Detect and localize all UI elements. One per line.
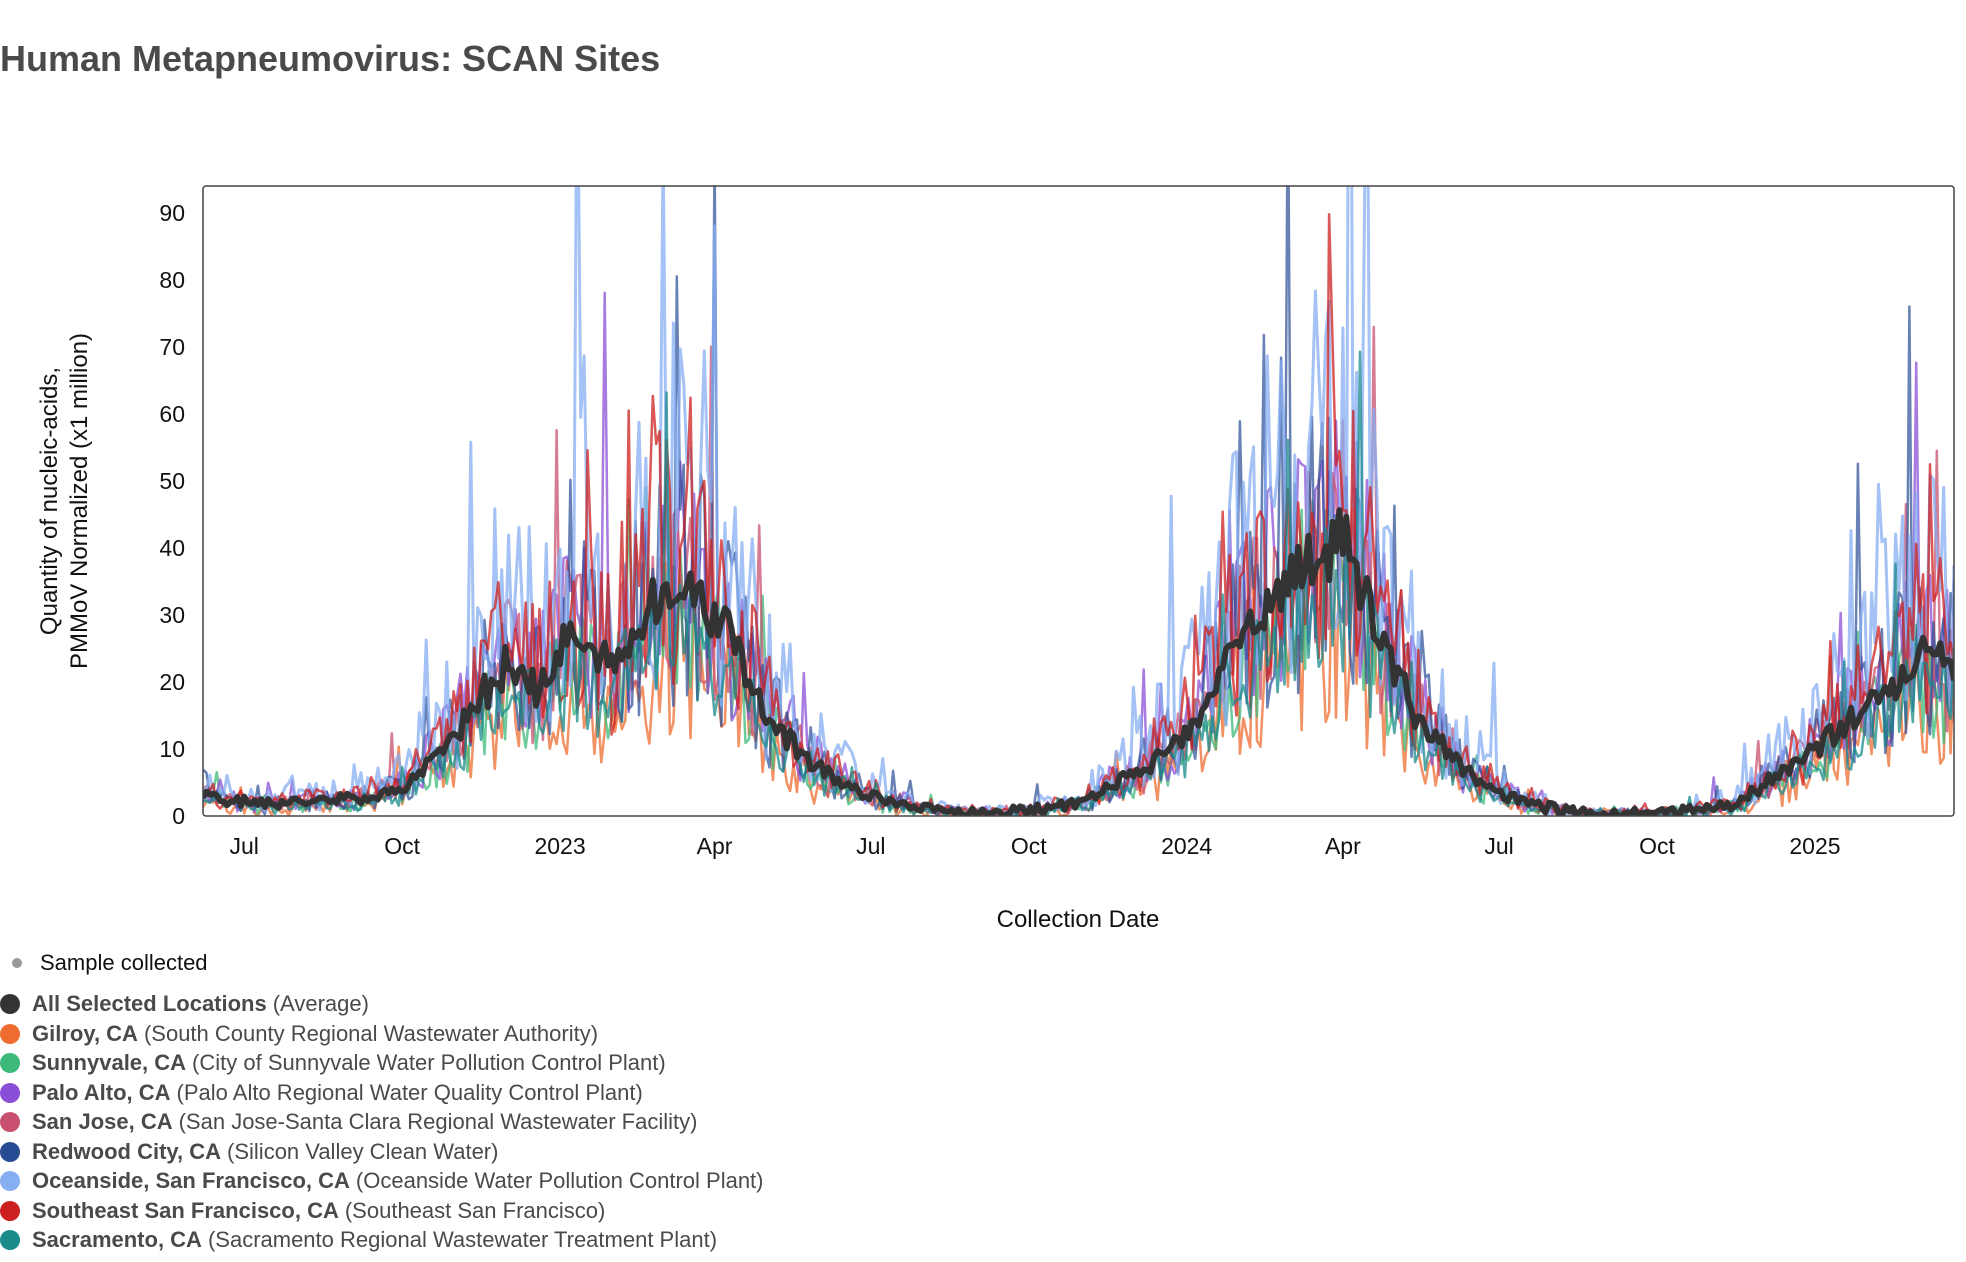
legend-item-sample[interactable]: Sample collected: [0, 948, 764, 978]
legend-location-name: Sunnyvale, CA: [32, 1050, 187, 1076]
legend-facility-name: (Silicon Valley Clean Water): [227, 1138, 499, 1164]
legend-item[interactable]: Oceanside, San Francisco, CA (Oceanside W…: [0, 1167, 764, 1197]
legend-location-name: Palo Alto, CA: [32, 1079, 171, 1105]
legend-dot-icon: [0, 994, 20, 1015]
x-tick-label: 2024: [1161, 833, 1212, 859]
legend-dot-icon: [0, 1112, 20, 1133]
y-axis-title-line-1: Quantity of nucleic-acids,: [36, 367, 63, 635]
legend-facility-name: (Palo Alto Regional Water Quality Contro…: [176, 1079, 643, 1105]
legend-location-name: Gilroy, CA: [32, 1020, 138, 1046]
series-line-all-selected-locations[interactable]: [203, 507, 1954, 816]
series-line-sacramento-ca[interactable]: [203, 350, 1954, 816]
legend-item[interactable]: Gilroy, CA (South County Regional Wastewa…: [0, 1019, 764, 1049]
y-tick-label: 0: [172, 803, 185, 829]
y-tick-label: 80: [159, 267, 185, 293]
series-layer: [203, 186, 1954, 816]
legend-location-name: Southeast San Francisco, CA: [32, 1197, 339, 1223]
legend-item[interactable]: All Selected Locations (Average): [0, 990, 764, 1020]
y-tick-label: 20: [159, 669, 185, 695]
legend-series-list: All Selected Locations (Average) Gilroy, C…: [0, 990, 764, 1256]
series-line-gilroy-ca[interactable]: [203, 528, 1954, 816]
x-axis: Jul Oct 2023 Apr Jul Oct 2024 Apr Jul Oct 2025: [229, 833, 1840, 859]
legend-item[interactable]: Southeast San Francisco, CA (Southeast Sa…: [0, 1196, 764, 1226]
legend-dot-icon: [0, 1200, 20, 1221]
legend-item[interactable]: Palo Alto, CA (Palo Alto Regional Water Q…: [0, 1078, 764, 1108]
y-axis-title: Quantity of nucleic-acids, PMMoV Normali…: [36, 333, 93, 669]
legend-facility-name: (San Jose-Santa Clara Regional Wastewate…: [178, 1109, 698, 1135]
chart: 0 10 20 30 40 50 60 70 80 90 Jul Oct 2023 Apr Jul Oct 2…: [36, 185, 1955, 933]
legend-item[interactable]: San Jose, CA (San Jose-Santa Clara Region…: [0, 1108, 764, 1138]
legend-facility-name: (Sacramento Regional Wastewater Treatmen…: [207, 1227, 718, 1253]
plot-frame: [202, 185, 1955, 817]
legend-item[interactable]: Sacramento, CA (Sacramento Regional Waste…: [0, 1226, 764, 1256]
legend-facility-name: (City of Sunnyvale Water Pollution Contr…: [192, 1050, 666, 1076]
x-tick-label: Jul: [1484, 833, 1513, 859]
x-tick-label: Apr: [1325, 833, 1361, 859]
x-tick-label: Jul: [856, 833, 885, 859]
legend-sample-label: Sample collected: [40, 949, 208, 975]
legend-location-name: San Jose, CA: [32, 1109, 173, 1135]
sample-dot-icon: [12, 957, 22, 968]
legend-facility-name: (Southeast San Francisco): [344, 1197, 606, 1223]
x-tick-label: Oct: [1011, 833, 1047, 859]
y-tick-label: 60: [159, 401, 185, 427]
y-tick-label: 10: [159, 736, 185, 762]
legend-location-name: Oceanside, San Francisco, CA: [32, 1168, 350, 1194]
legend-facility-name: (Average): [272, 991, 369, 1017]
legend-location-name: All Selected Locations: [32, 991, 267, 1017]
y-tick-label: 90: [159, 200, 185, 226]
page-title: Human Metapneumovirus: SCAN Sites: [0, 38, 661, 79]
legend-dot-icon: [0, 1141, 20, 1162]
legend-dot-icon: [0, 1053, 20, 1074]
legend: Sample collected All Selected Locations(…: [0, 948, 764, 1255]
legend-dot-icon: [0, 1023, 20, 1044]
x-tick-label: 2025: [1789, 833, 1840, 859]
legend-facility-name: (Oceanside Water Pollution Control Plant…: [355, 1168, 764, 1194]
x-tick-label: 2023: [534, 833, 585, 859]
legend-dot-icon: [0, 1230, 20, 1251]
legend-dot-icon: [0, 1082, 20, 1103]
legend-item[interactable]: Redwood City, CA (Silicon Valley Clean Wa…: [0, 1137, 764, 1167]
x-tick-label: Oct: [1639, 833, 1675, 859]
series-line-sunnyvale-ca[interactable]: [203, 486, 1954, 816]
y-tick-label: 70: [159, 334, 185, 360]
legend-dot-icon: [0, 1171, 20, 1192]
x-tick-label: Apr: [697, 833, 733, 859]
legend-item[interactable]: Sunnyvale, CA (City of Sunnyvale Water Po…: [0, 1049, 764, 1079]
y-tick-label: 50: [159, 468, 185, 494]
y-tick-label: 30: [159, 602, 185, 628]
x-tick-label: Jul: [229, 833, 258, 859]
legend-facility-name: (South County Regional Wastewater Author…: [143, 1020, 599, 1046]
y-axis-title-line-2: PMMoV Normalized (x1 million): [66, 333, 93, 669]
x-axis-title: Collection Date: [997, 906, 1160, 933]
legend-location-name: Redwood City, CA: [32, 1138, 222, 1164]
x-tick-label: Oct: [384, 833, 420, 859]
y-tick-label: 40: [159, 535, 185, 561]
y-axis: 0 10 20 30 40 50 60 70 80 90: [159, 200, 185, 829]
legend-location-name: Sacramento, CA: [32, 1227, 202, 1253]
